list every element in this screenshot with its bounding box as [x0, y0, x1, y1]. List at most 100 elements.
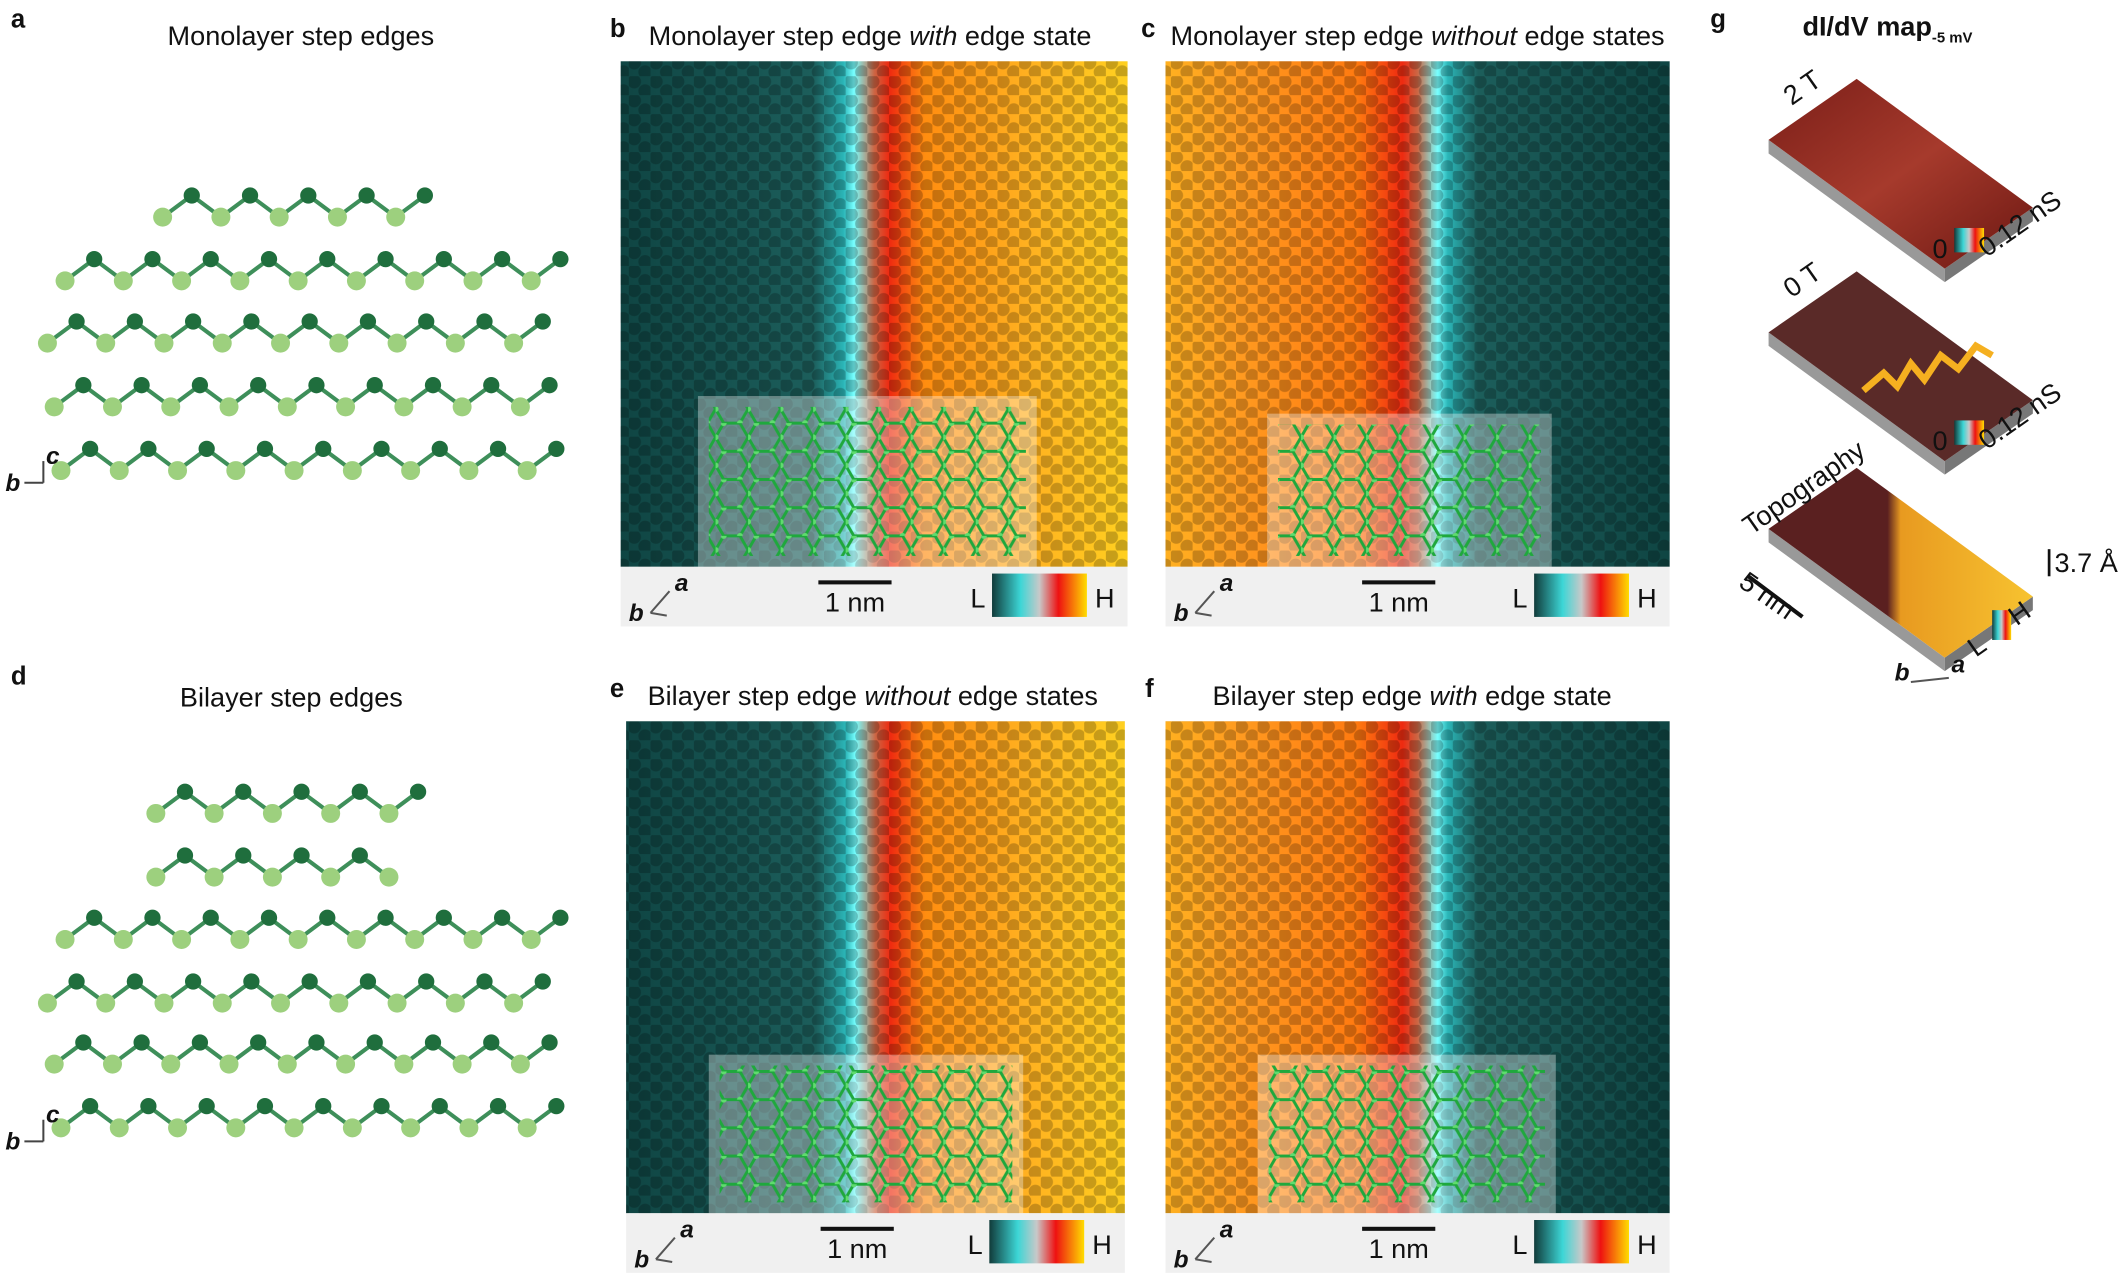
- scale-bar: [1362, 580, 1436, 585]
- title-part: without: [1431, 20, 1518, 51]
- bond-chain: [46, 978, 544, 1006]
- atom: [271, 993, 291, 1013]
- scale-bar: [1362, 1226, 1436, 1231]
- atom: [96, 993, 116, 1013]
- colorbar: [1954, 420, 1985, 445]
- colorbar: [1992, 610, 2012, 640]
- atom: [184, 973, 202, 990]
- atom: [548, 1098, 565, 1115]
- height-label: 3.7 Å: [2055, 547, 2119, 578]
- atom: [445, 993, 465, 1013]
- atom: [336, 397, 356, 417]
- atom: [51, 461, 71, 481]
- atom: [373, 1098, 390, 1115]
- atom: [212, 993, 232, 1013]
- atom: [172, 271, 192, 291]
- panel-letter: b: [610, 15, 626, 43]
- atom: [552, 909, 569, 926]
- scale-label: 1 nm: [1369, 587, 1429, 618]
- panel-letter: e: [610, 675, 624, 703]
- atom: [405, 929, 425, 949]
- colorbar-label: 0: [1933, 233, 1948, 264]
- atom: [226, 461, 246, 481]
- atom: [126, 973, 143, 990]
- scale-label: 5 nm: [1734, 565, 1801, 625]
- atom: [86, 251, 103, 268]
- bond-chain: [52, 1039, 551, 1067]
- atom: [140, 440, 157, 458]
- atom: [235, 847, 252, 864]
- axis-label: a: [680, 1217, 694, 1244]
- bond-chain: [52, 382, 551, 410]
- atom: [394, 1054, 414, 1074]
- atom: [191, 377, 209, 394]
- atom: [284, 1118, 304, 1138]
- atom: [541, 377, 558, 394]
- atom: [44, 1054, 64, 1074]
- atom: [243, 313, 260, 330]
- axis-arrow: [1194, 1236, 1216, 1260]
- title-part: edge states: [950, 680, 1098, 711]
- axis-arrow: [649, 590, 671, 614]
- bond-chain: [59, 1103, 558, 1131]
- atom: [552, 251, 569, 268]
- atom: [373, 440, 390, 458]
- colorbar: [1534, 1220, 1629, 1264]
- atom: [504, 993, 524, 1013]
- axis-label: a: [1952, 651, 1966, 678]
- atom: [342, 1118, 362, 1138]
- atom: [68, 973, 85, 990]
- atom: [146, 803, 166, 823]
- colorbar-label: H: [1637, 582, 1657, 613]
- atom: [133, 1034, 150, 1051]
- atom: [44, 397, 64, 417]
- axis-arrow: [1194, 590, 1216, 614]
- atom: [288, 271, 308, 291]
- atom: [146, 867, 166, 887]
- atom: [424, 1034, 442, 1051]
- atom: [463, 271, 483, 291]
- atom: [346, 929, 366, 949]
- atom: [250, 1034, 267, 1051]
- colorbar-label: H: [1095, 582, 1115, 613]
- atom: [109, 1118, 129, 1138]
- atom: [517, 461, 537, 481]
- scale-bar: [1747, 574, 1804, 619]
- atom: [534, 973, 551, 990]
- panel-title: dI/dV map-5 mV: [1802, 11, 1972, 47]
- atom: [483, 1034, 500, 1051]
- atom: [133, 377, 150, 394]
- lattice-overlay: [719, 1065, 1013, 1203]
- atom: [534, 313, 551, 330]
- atom: [463, 929, 483, 949]
- atom: [230, 271, 250, 291]
- atom: [212, 333, 232, 353]
- bond-chain: [63, 915, 562, 943]
- atom: [161, 1054, 181, 1074]
- atom: [81, 1098, 99, 1115]
- atom: [293, 783, 310, 800]
- atom: [271, 333, 291, 353]
- title-part: Bilayer step edge: [648, 680, 865, 711]
- atom: [548, 440, 565, 458]
- atom: [319, 251, 336, 268]
- atom: [358, 187, 375, 204]
- atom: [161, 397, 181, 417]
- atom: [366, 1034, 383, 1051]
- atom: [288, 929, 308, 949]
- atom: [55, 271, 75, 291]
- atom: [418, 313, 435, 330]
- atom: [489, 440, 507, 458]
- atom: [504, 333, 524, 353]
- block-side: [1768, 139, 1945, 283]
- title-part: with: [909, 20, 957, 51]
- atom: [262, 803, 282, 823]
- axis-label: a: [1220, 1217, 1234, 1244]
- map-surface: [1768, 467, 2033, 658]
- bond-chain: [63, 256, 562, 284]
- atom: [445, 333, 465, 353]
- atom: [154, 333, 174, 353]
- axis-arrow: [1910, 676, 1949, 683]
